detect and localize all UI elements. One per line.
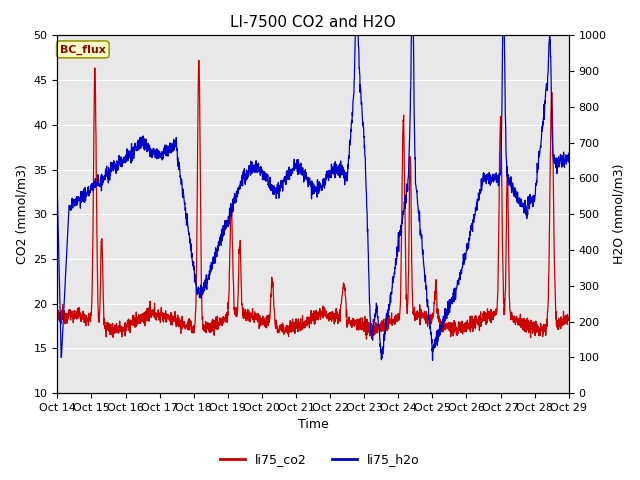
li75_co2 — [534, 329, 542, 335]
Text: BC_flux: BC_flux — [60, 44, 106, 55]
li75_h2o — [520, 210, 528, 216]
li75_h2o — [54, 193, 61, 199]
Line: li75_co2: li75_co2 — [58, 60, 569, 339]
li75_co2 — [565, 317, 573, 323]
li75_h2o — [196, 289, 204, 295]
li75_h2o — [328, 161, 335, 167]
li75_h2o — [351, 33, 359, 38]
Title: LI-7500 CO2 and H2O: LI-7500 CO2 and H2O — [230, 15, 396, 30]
li75_h2o — [534, 166, 542, 172]
li75_co2 — [196, 157, 204, 163]
li75_co2 — [54, 316, 61, 322]
li75_h2o — [339, 168, 346, 174]
li75_co2 — [195, 58, 203, 63]
li75_h2o — [462, 256, 470, 262]
li75_co2 — [339, 286, 347, 291]
li75_co2 — [462, 324, 470, 330]
li75_co2 — [520, 315, 528, 321]
Y-axis label: CO2 (mmol/m3): CO2 (mmol/m3) — [15, 164, 28, 264]
Line: li75_h2o: li75_h2o — [58, 36, 569, 360]
li75_h2o — [429, 358, 436, 363]
li75_h2o — [565, 150, 573, 156]
li75_co2 — [328, 318, 335, 324]
Legend: li75_co2, li75_h2o: li75_co2, li75_h2o — [215, 448, 425, 471]
li75_co2 — [363, 336, 371, 342]
Y-axis label: H2O (mmol/m3): H2O (mmol/m3) — [612, 164, 625, 264]
X-axis label: Time: Time — [298, 419, 328, 432]
